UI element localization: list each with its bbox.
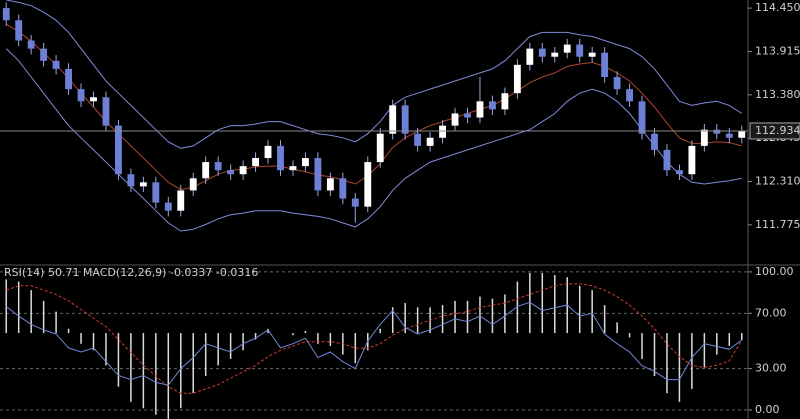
candle-body — [177, 190, 185, 211]
candle-body — [115, 125, 122, 175]
candle-body — [289, 166, 297, 171]
candle-body — [27, 40, 35, 49]
candle-body — [364, 162, 372, 207]
candle-body — [401, 105, 409, 134]
candle-body — [626, 89, 633, 102]
candle-body — [15, 20, 23, 41]
candle-body — [576, 44, 584, 57]
band-line — [5, 23, 742, 191]
candle-body — [339, 178, 347, 199]
band-line — [6, 0, 743, 149]
candle-body — [613, 76, 621, 90]
candle-body — [601, 52, 609, 77]
candle-body — [139, 182, 147, 187]
candle-body — [277, 145, 284, 171]
candle-body — [676, 170, 683, 175]
candle-body — [90, 97, 97, 102]
candle-body — [351, 198, 359, 207]
candle-body — [52, 60, 60, 69]
candle-body — [214, 162, 222, 171]
indicator-title: RSI(14) 50.71 MACD(12,26,9) -0.0337 -0.0… — [4, 266, 258, 279]
candle-body — [538, 48, 546, 57]
y-tick-label: 0.00 — [755, 403, 780, 416]
candle-body — [414, 133, 422, 146]
candle-body — [202, 162, 210, 179]
price-box — [749, 122, 800, 140]
candle-body — [563, 44, 571, 53]
y-tick-label: 111.775 — [755, 218, 800, 231]
candle-body — [389, 105, 397, 134]
candle-body — [2, 8, 10, 21]
candle-body — [102, 97, 110, 126]
candle-body — [688, 145, 696, 175]
y-tick-label: 112.310 — [755, 175, 800, 188]
candle-body — [501, 93, 509, 110]
candle-body — [40, 48, 48, 61]
candle-body — [700, 129, 708, 146]
y-tick-label: 100.00 — [755, 265, 794, 278]
y-tick-label: 30.00 — [755, 362, 787, 375]
candle-body — [239, 166, 247, 175]
candle-body — [526, 48, 534, 65]
candle-body — [713, 129, 721, 134]
price-label: 112.934 — [755, 124, 800, 137]
candle-body — [164, 202, 172, 211]
candle-body — [252, 158, 259, 167]
candle-body — [264, 145, 272, 159]
candle-body — [476, 101, 484, 118]
candle-body — [551, 52, 559, 57]
candle-body — [638, 101, 646, 134]
candle-body — [65, 68, 72, 90]
candle-body — [189, 178, 197, 191]
candle-body — [738, 131, 746, 138]
y-tick-label: 114.450 — [755, 1, 800, 14]
y-tick-label: 70.00 — [755, 306, 787, 319]
candle-body — [651, 133, 658, 150]
signal-line — [6, 283, 743, 394]
candle-body — [152, 182, 160, 203]
candle-body — [489, 101, 496, 110]
candle-body — [451, 113, 459, 126]
candle-body — [77, 89, 85, 102]
candle-body — [426, 137, 434, 146]
candle-body — [464, 113, 471, 118]
candle-body — [439, 125, 446, 138]
candle-body — [663, 149, 671, 171]
candle-body — [314, 158, 322, 191]
candle-body — [725, 133, 733, 138]
candle-body — [326, 178, 334, 191]
candle-body — [588, 52, 596, 57]
candle-body — [376, 133, 384, 163]
candle-body — [513, 64, 521, 94]
y-tick-label: 113.380 — [755, 88, 800, 101]
candle-body — [227, 170, 235, 175]
y-tick-label: 113.915 — [755, 44, 800, 57]
candle-body — [302, 158, 309, 167]
rsi-line — [5, 301, 743, 386]
candle-body — [127, 174, 135, 187]
